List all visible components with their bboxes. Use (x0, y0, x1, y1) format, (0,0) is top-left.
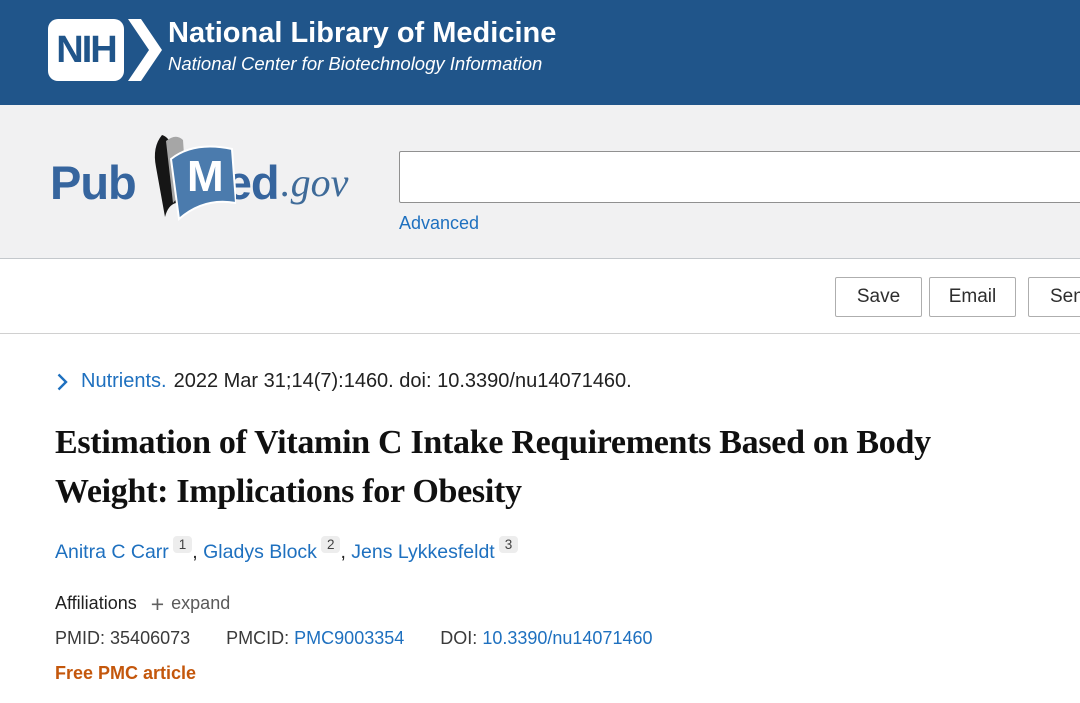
email-button[interactable]: Email (929, 277, 1016, 317)
pmid-label: PMID: (55, 628, 106, 648)
author-link[interactable]: Anitra C Carr (55, 541, 169, 563)
advanced-search-link[interactable]: Advanced (399, 213, 480, 233)
affiliation-sup[interactable]: 3 (498, 536, 519, 553)
plus-icon: + (150, 590, 165, 617)
send-to-button[interactable]: Send to (1028, 277, 1080, 317)
search-band: Pub M ed .gov Advanced (0, 105, 1080, 259)
identifiers-row: PMID: 35406073 PMCID: PMC9003354 DOI: 10… (55, 628, 653, 649)
author-link[interactable]: Gladys Block (203, 541, 317, 563)
nih-header-text: National Library of Medicine National Ce… (168, 16, 556, 75)
expand-affiliations-button[interactable]: + expand (150, 590, 231, 617)
author-link[interactable]: Jens Lykkesfeldt (351, 541, 495, 563)
citation-chevron-icon (57, 373, 68, 390)
authors-row: Anitra C Carr 1, Gladys Block 2, Jens Lykk… (55, 536, 519, 564)
article-content: Nutrients. 2022 Mar 31;14(7):1460. doi: … (0, 334, 1080, 703)
doi-link[interactable]: 10.3390/nu14071460 (482, 628, 653, 648)
nih-logo-link[interactable]: NIH (48, 19, 162, 81)
pubmed-logo-pub: Pub (50, 155, 137, 209)
nih-logo-box: NIH (48, 19, 124, 81)
citation-text: 2022 Mar 31;14(7):1460. doi: 10.3390/nu1… (173, 370, 632, 392)
affiliations-row: Affiliations + expand (55, 590, 231, 617)
author-separator: , (192, 541, 198, 563)
search-input[interactable] (399, 151, 1080, 203)
pubmed-book-icon: M (154, 135, 236, 221)
svg-text:M: M (187, 152, 224, 201)
article-title: Estimation of Vitamin C Intake Requireme… (55, 424, 931, 510)
free-pmc-badge: Free PMC article (55, 663, 197, 683)
citation-row: Nutrients. 2022 Mar 31;14(7):1460. doi: … (57, 370, 632, 393)
affiliation-sup[interactable]: 2 (320, 536, 341, 553)
doi-label: DOI: (440, 628, 478, 648)
author-separator: , (340, 541, 346, 563)
ncbi-subtitle: National Center for Biotechnology Inform… (168, 53, 543, 74)
affiliations-label: Affiliations (55, 593, 137, 613)
nlm-title: National Library of Medicine (168, 17, 557, 49)
action-bar: Save Email Send to (0, 260, 1080, 334)
expand-label: expand (171, 593, 231, 613)
save-button[interactable]: Save (835, 277, 922, 317)
pmcid-link[interactable]: PMC9003354 (294, 628, 405, 648)
pubmed-logo-link[interactable]: Pub M ed .gov (50, 135, 349, 225)
nih-chevron-icon (128, 19, 162, 81)
pmcid-label: PMCID: (226, 628, 290, 648)
nih-acronym: NIH (56, 28, 117, 71)
journal-link[interactable]: Nutrients. (81, 370, 167, 392)
pubmed-logo-gov: .gov (280, 159, 349, 205)
nih-header-bar: NIH National Library of Medicine Nationa… (0, 0, 1080, 105)
affiliation-sup[interactable]: 1 (172, 536, 193, 553)
pmid-value: 35406073 (110, 628, 191, 648)
